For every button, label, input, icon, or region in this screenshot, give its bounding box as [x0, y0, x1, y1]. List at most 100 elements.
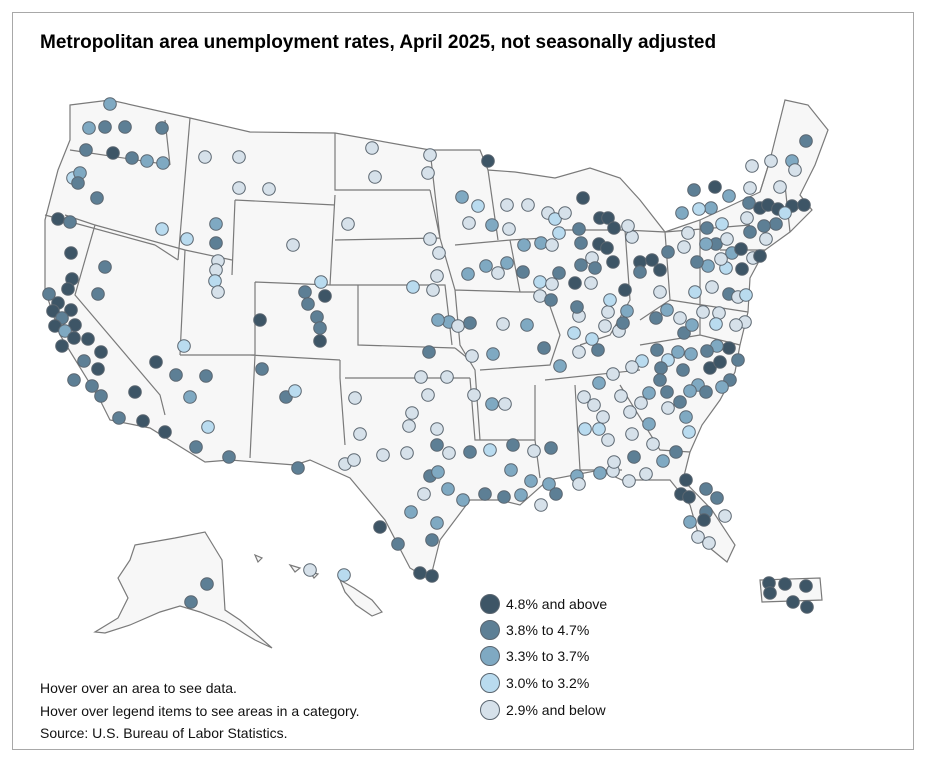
metro-area-marker[interactable] — [222, 450, 236, 464]
metro-area-marker[interactable] — [431, 465, 445, 479]
metro-area-marker[interactable] — [442, 446, 456, 460]
metro-area-marker[interactable] — [517, 238, 531, 252]
metro-area-marker[interactable] — [402, 419, 416, 433]
metro-area-marker[interactable] — [591, 343, 605, 357]
metro-area-marker[interactable] — [481, 154, 495, 168]
metro-area-marker[interactable] — [432, 246, 446, 260]
metro-area-marker[interactable] — [498, 397, 512, 411]
metro-area-marker[interactable] — [645, 253, 659, 267]
metro-area-marker[interactable] — [558, 206, 572, 220]
metro-area-marker[interactable] — [90, 191, 104, 205]
metro-area-marker[interactable] — [574, 258, 588, 272]
metro-area-marker[interactable] — [606, 367, 620, 381]
metro-area-marker[interactable] — [423, 148, 437, 162]
metro-area-marker[interactable] — [714, 252, 728, 266]
metro-area-marker[interactable] — [91, 287, 105, 301]
metro-area-marker[interactable] — [63, 215, 77, 229]
metro-area-marker[interactable] — [406, 280, 420, 294]
metro-area-marker[interactable] — [479, 259, 493, 273]
metro-area-marker[interactable] — [570, 300, 584, 314]
metro-area-marker[interactable] — [685, 318, 699, 332]
metro-area-marker[interactable] — [577, 390, 591, 404]
metro-area-marker[interactable] — [441, 482, 455, 496]
metro-area-marker[interactable] — [740, 211, 754, 225]
metro-area-marker[interactable] — [71, 176, 85, 190]
metro-area-marker[interactable] — [298, 285, 312, 299]
metro-area-marker[interactable] — [376, 448, 390, 462]
metro-area-marker[interactable] — [773, 180, 787, 194]
metro-area-marker[interactable] — [413, 566, 427, 580]
metro-area-marker[interactable] — [177, 339, 191, 353]
metro-area-marker[interactable] — [653, 373, 667, 387]
metro-area-marker[interactable] — [77, 354, 91, 368]
metro-area-marker[interactable] — [313, 334, 327, 348]
metro-area-marker[interactable] — [85, 379, 99, 393]
metro-area-marker[interactable] — [797, 198, 811, 212]
metro-area-marker[interactable] — [614, 389, 628, 403]
metro-area-marker[interactable] — [578, 422, 592, 436]
metro-area-marker[interactable] — [627, 450, 641, 464]
metro-area-marker[interactable] — [722, 341, 736, 355]
metro-area-marker[interactable] — [656, 454, 670, 468]
metro-area-marker[interactable] — [524, 474, 538, 488]
metro-area-marker[interactable] — [700, 344, 714, 358]
metro-area-marker[interactable] — [588, 261, 602, 275]
metro-area-marker[interactable] — [592, 422, 606, 436]
metro-area-marker[interactable] — [491, 266, 505, 280]
metro-area-marker[interactable] — [800, 600, 814, 614]
metro-area-marker[interactable] — [549, 487, 563, 501]
metro-area-marker[interactable] — [739, 288, 753, 302]
metro-area-marker[interactable] — [58, 324, 72, 338]
metro-area-marker[interactable] — [673, 395, 687, 409]
metro-area-marker[interactable] — [368, 170, 382, 184]
metro-area-marker[interactable] — [576, 191, 590, 205]
metro-area-marker[interactable] — [521, 198, 535, 212]
metro-area-marker[interactable] — [625, 360, 639, 374]
metro-area-marker[interactable] — [534, 236, 548, 250]
metro-area-marker[interactable] — [552, 266, 566, 280]
metro-area-marker[interactable] — [642, 386, 656, 400]
metro-area-marker[interactable] — [128, 385, 142, 399]
legend-item-3-3-to-3-7[interactable]: 3.3% to 3.7% — [480, 645, 589, 667]
metro-area-marker[interactable] — [679, 410, 693, 424]
metro-area-marker[interactable] — [720, 232, 734, 246]
metro-area-marker[interactable] — [646, 437, 660, 451]
metro-area-marker[interactable] — [67, 331, 81, 345]
metro-area-marker[interactable] — [94, 389, 108, 403]
metro-area-marker[interactable] — [745, 159, 759, 173]
metro-area-marker[interactable] — [497, 490, 511, 504]
metro-area-marker[interactable] — [483, 443, 497, 457]
metro-area-marker[interactable] — [673, 311, 687, 325]
metro-area-marker[interactable] — [430, 422, 444, 436]
metro-area-marker[interactable] — [463, 316, 477, 330]
metro-area-marker[interactable] — [46, 304, 60, 318]
metro-area-marker[interactable] — [414, 370, 428, 384]
metro-area-marker[interactable] — [764, 154, 778, 168]
metro-area-marker[interactable] — [753, 249, 767, 263]
metro-area-marker[interactable] — [430, 516, 444, 530]
metro-area-marker[interactable] — [341, 217, 355, 231]
metro-area-marker[interactable] — [158, 425, 172, 439]
metro-area-marker[interactable] — [653, 285, 667, 299]
metro-area-marker[interactable] — [603, 293, 617, 307]
metro-area-marker[interactable] — [544, 293, 558, 307]
metro-area-marker[interactable] — [691, 530, 705, 544]
metro-area-marker[interactable] — [82, 121, 96, 135]
metro-area-marker[interactable] — [373, 520, 387, 534]
metro-area-markers[interactable] — [42, 97, 814, 614]
metro-area-marker[interactable] — [318, 289, 332, 303]
metro-area-marker[interactable] — [704, 201, 718, 215]
legend-item-2-9-and-below[interactable]: 2.9% and below — [480, 699, 606, 721]
metro-area-marker[interactable] — [696, 305, 710, 319]
metro-area-marker[interactable] — [553, 359, 567, 373]
metro-area-marker[interactable] — [788, 163, 802, 177]
metro-area-marker[interactable] — [421, 388, 435, 402]
metro-area-marker[interactable] — [572, 477, 586, 491]
metro-area-marker[interactable] — [253, 313, 267, 327]
metro-area-marker[interactable] — [337, 568, 351, 582]
metro-area-marker[interactable] — [136, 414, 150, 428]
metro-area-marker[interactable] — [467, 388, 481, 402]
metro-area-marker[interactable] — [485, 218, 499, 232]
metro-area-marker[interactable] — [180, 232, 194, 246]
metro-area-marker[interactable] — [600, 241, 614, 255]
